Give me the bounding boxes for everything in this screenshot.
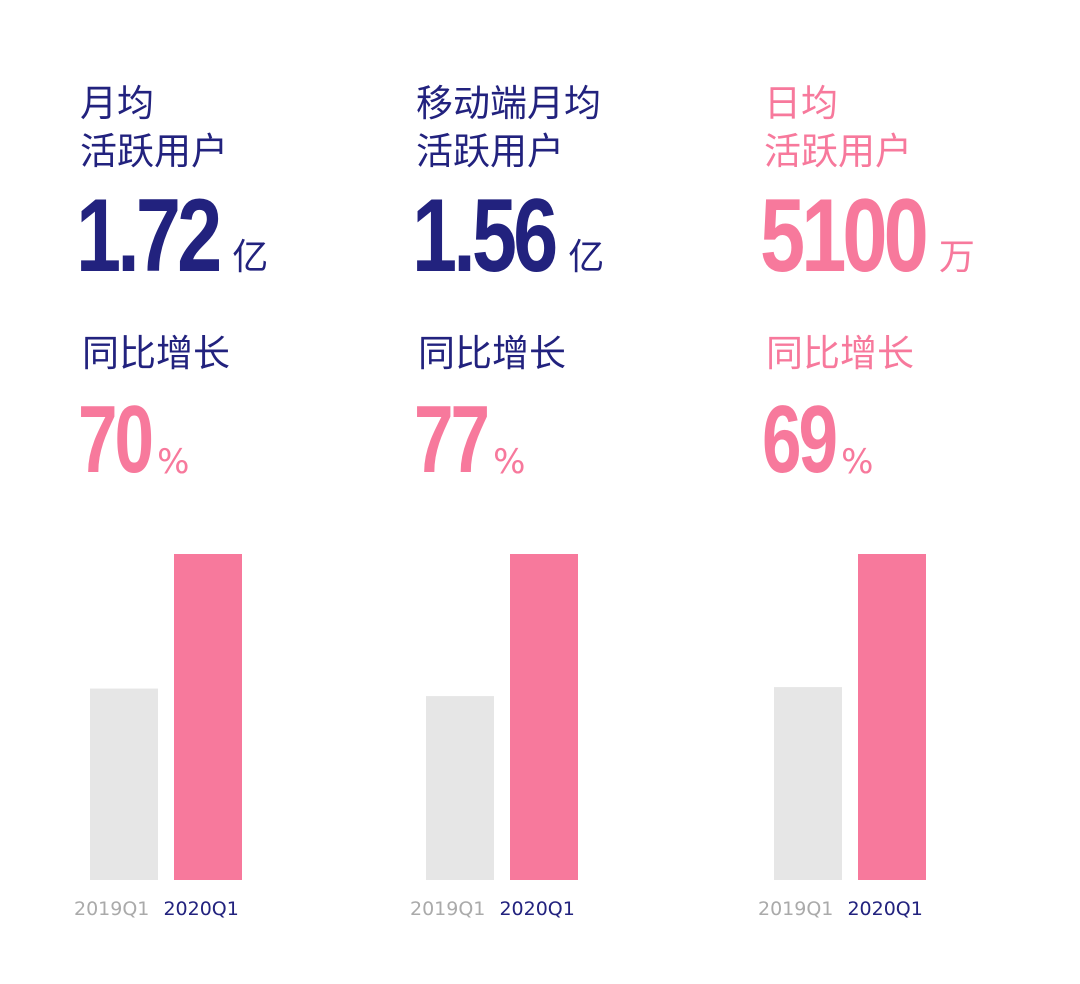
bar-chart [426, 554, 578, 880]
growth-number: 77 [414, 386, 490, 493]
panel-title: 月均 活跃用户 [80, 80, 228, 176]
x-tick-label: 2019Q1 [410, 898, 486, 920]
bar-2019Q1 [90, 688, 158, 880]
metric-unit: 亿 [568, 237, 605, 278]
bar-chart [90, 554, 242, 880]
x-tick-label: 2020Q1 [499, 898, 575, 920]
x-axis-labels: 2019Q1 2020Q1 [410, 898, 583, 920]
panel-title: 移动端月均 活跃用户 [416, 80, 601, 176]
metric-value: 5100 万 [760, 178, 975, 294]
growth-label: 同比增长 [82, 332, 230, 375]
bar-2020Q1 [858, 554, 926, 880]
panel-title-line: 月均 [80, 82, 154, 125]
growth-label: 同比增长 [418, 332, 566, 375]
x-tick-label: 2020Q1 [847, 898, 923, 920]
stat-panel-daily-active-users: 日均 活跃用户 5100 万 同比增长 69 % 2019Q1 2020Q1 [758, 0, 1080, 984]
metric-value: 1.56 亿 [412, 178, 604, 294]
x-axis-labels: 2019Q1 2020Q1 [758, 898, 931, 920]
growth-value: 69 % [762, 386, 873, 493]
metric-unit: 亿 [232, 237, 269, 278]
growth-number: 69 [762, 386, 838, 493]
growth-unit: % [493, 442, 526, 482]
x-axis-labels: 2019Q1 2020Q1 [74, 898, 247, 920]
growth-label: 同比增长 [766, 332, 914, 375]
growth-unit: % [157, 442, 190, 482]
bar-2020Q1 [510, 554, 578, 880]
growth-number: 70 [78, 386, 154, 493]
metric-number: 1.56 [412, 178, 558, 294]
bar-2019Q1 [774, 687, 842, 880]
metric-value: 1.72 亿 [76, 178, 268, 294]
panel-title-line: 移动端月均 [416, 82, 601, 125]
bar-2020Q1 [174, 554, 242, 880]
stat-panel-monthly-active-users: 月均 活跃用户 1.72 亿 同比增长 70 % 2019Q1 2020Q1 [74, 0, 420, 984]
bar-2019Q1 [426, 696, 494, 880]
x-tick-label: 2020Q1 [163, 898, 239, 920]
bar-chart [774, 554, 926, 880]
panel-title-line: 活跃用户 [80, 130, 228, 173]
stat-panel-mobile-monthly-active-users: 移动端月均 活跃用户 1.56 亿 同比增长 77 % 2019Q1 2020Q… [410, 0, 756, 984]
panel-title: 日均 活跃用户 [764, 80, 912, 176]
x-tick-label: 2019Q1 [74, 898, 150, 920]
metric-number: 5100 [760, 178, 929, 294]
panel-title-line: 活跃用户 [764, 130, 912, 173]
x-tick-label: 2019Q1 [758, 898, 834, 920]
growth-value: 77 % [414, 386, 525, 493]
panel-title-line: 活跃用户 [416, 130, 564, 173]
growth-value: 70 % [78, 386, 189, 493]
metric-unit: 万 [938, 237, 975, 278]
panel-title-line: 日均 [764, 82, 838, 125]
metric-number: 1.72 [76, 178, 222, 294]
growth-unit: % [841, 442, 874, 482]
